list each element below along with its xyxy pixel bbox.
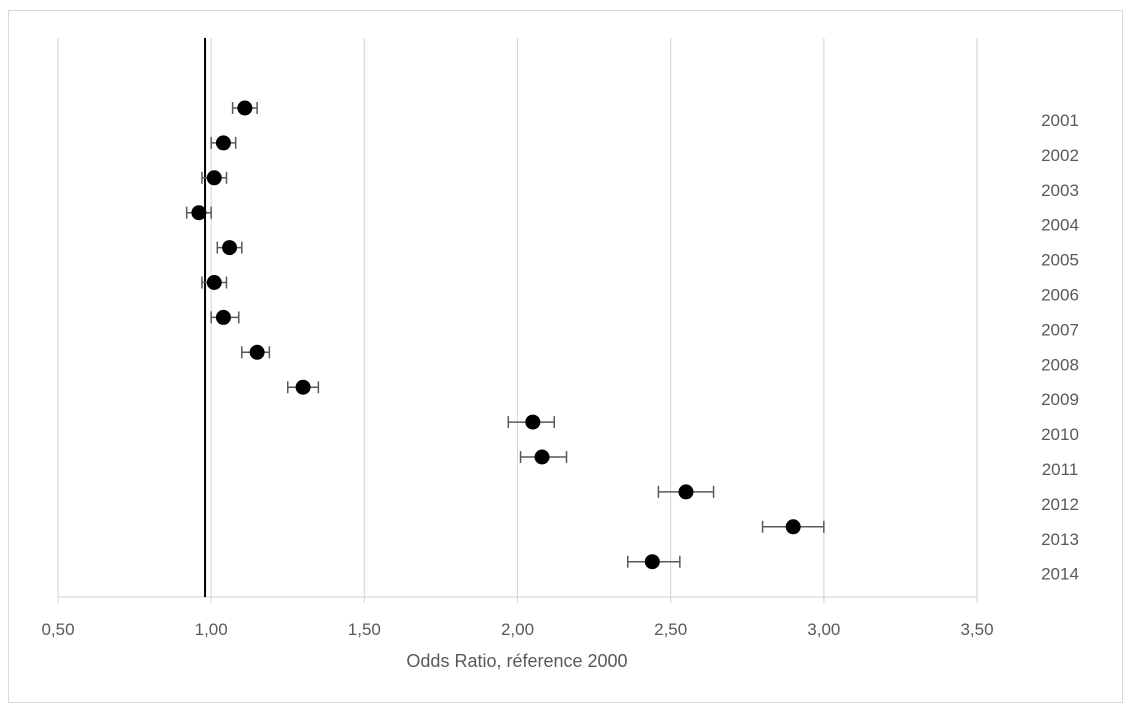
x-tick-labels: 0,50 1,00 1,50 2,00 2,50 3,00 3,50 [41, 620, 993, 639]
data-point-group [210, 135, 237, 151]
data-point [222, 240, 238, 256]
data-point [678, 484, 694, 500]
data-point [525, 414, 541, 430]
y-category-label: 2011 [1042, 460, 1079, 479]
y-category-labels: 2001 2002 2003 2004 2005 2006 2007 2008 2009 2010… [1041, 111, 1079, 584]
x-tick-label: 3,50 [960, 620, 993, 639]
data-point [215, 135, 231, 151]
data-point [534, 449, 550, 465]
x-tick-label: 0,50 [41, 620, 74, 639]
data-point-group [519, 449, 568, 465]
data-point-group [657, 484, 715, 500]
x-tick-label: 1,00 [195, 620, 228, 639]
y-category-label: 2006 [1041, 286, 1079, 305]
y-category-label: 2004 [1041, 216, 1079, 235]
data-point [206, 170, 222, 186]
y-category-label: 2010 [1041, 425, 1079, 444]
data-point-group [627, 554, 681, 570]
data-point [249, 344, 265, 360]
data-point [644, 554, 660, 570]
data-point-group [231, 100, 258, 116]
data-point [191, 205, 207, 221]
data-point-group [201, 275, 228, 290]
y-category-label: 2009 [1041, 390, 1079, 409]
x-axis-title: Odds Ratio, réference 2000 [406, 651, 627, 671]
data-point [295, 379, 311, 395]
y-category-label: 2012 [1041, 495, 1079, 514]
y-category-label: 2005 [1041, 251, 1079, 270]
x-tick-label: 2,00 [501, 620, 534, 639]
data-point-group [287, 379, 320, 395]
data-point-group [761, 519, 825, 535]
data-point-group [201, 170, 228, 186]
y-category-label: 2014 [1041, 565, 1079, 584]
chart-frame [8, 10, 1123, 703]
data-point-group [216, 240, 243, 256]
x-tick-label: 2,50 [654, 620, 687, 639]
data-marks [185, 100, 825, 570]
y-category-label: 2008 [1041, 355, 1079, 374]
data-point-group [241, 344, 271, 360]
data-point-group [507, 414, 556, 430]
data-point-group [210, 309, 240, 325]
y-category-label: 2002 [1041, 146, 1079, 165]
data-point [237, 100, 253, 116]
x-tick-label: 3,00 [807, 620, 840, 639]
y-category-label: 2013 [1041, 530, 1079, 549]
data-point [215, 309, 231, 325]
y-category-label: 2003 [1041, 181, 1079, 200]
y-category-label: 2001 [1041, 111, 1079, 130]
data-point [785, 519, 801, 535]
data-point [206, 275, 222, 290]
y-category-label: 2007 [1041, 320, 1079, 339]
data-point-group [185, 205, 212, 221]
gridlines [57, 38, 978, 603]
x-tick-label: 1,50 [348, 620, 381, 639]
